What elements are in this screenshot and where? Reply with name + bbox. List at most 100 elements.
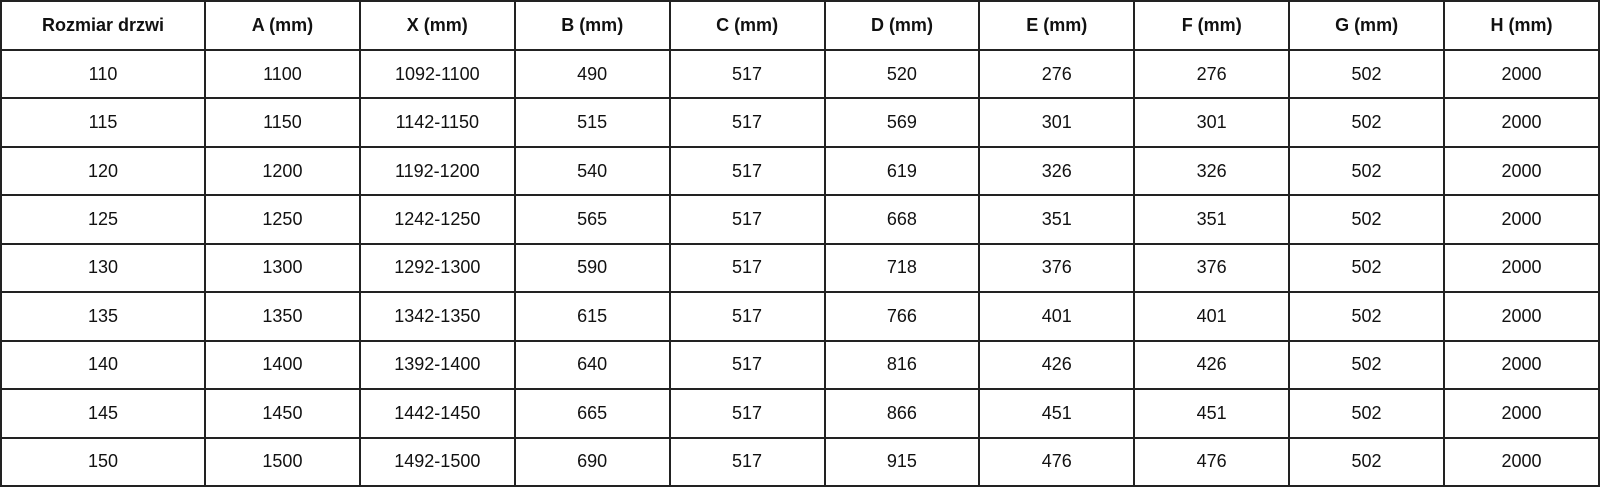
- table-cell: 520: [823, 48, 981, 100]
- table-cell: 276: [1133, 48, 1291, 100]
- table-cell: 2000: [1443, 97, 1600, 148]
- column-header: X (mm): [358, 0, 516, 51]
- column-header: Rozmiar drzwi: [0, 0, 206, 51]
- table-cell: 619: [823, 145, 981, 197]
- table-cell: 517: [668, 242, 826, 294]
- table-cell: 502: [1288, 388, 1445, 439]
- table-cell: 351: [1133, 194, 1291, 245]
- table-cell: 502: [1288, 194, 1445, 245]
- table-cell: 130: [0, 242, 206, 294]
- table-cell: 766: [823, 291, 981, 342]
- table-cell: 120: [0, 145, 206, 197]
- table-cell: 502: [1288, 145, 1445, 197]
- table-cell: 1192-1200: [358, 145, 516, 197]
- table-row: 140 1400 1392-1400 640 517 816 426 426 502 2000: [0, 339, 1600, 391]
- table-cell: 426: [978, 339, 1136, 391]
- table-cell: 1200: [204, 145, 361, 197]
- table-cell: 517: [668, 388, 826, 439]
- table-row: 125 1250 1242-1250 565 517 668 351 351 502 2000: [0, 194, 1600, 245]
- table-cell: 517: [668, 145, 826, 197]
- table-cell: 2000: [1443, 388, 1600, 439]
- column-header: C (mm): [668, 0, 826, 51]
- table-cell: 1392-1400: [358, 339, 516, 391]
- table-cell: 110: [0, 48, 206, 100]
- table-cell: 376: [1133, 242, 1291, 294]
- table-cell: 145: [0, 388, 206, 439]
- table-cell: 2000: [1443, 339, 1600, 391]
- table-cell: 1092-1100: [358, 48, 516, 100]
- table-cell: 451: [978, 388, 1136, 439]
- table-row: 150 1500 1492-1500 690 517 915 476 476 502 2000: [0, 436, 1600, 487]
- table-cell: 517: [668, 291, 826, 342]
- table-cell: 517: [668, 339, 826, 391]
- table-cell: 690: [513, 436, 671, 487]
- table-cell: 718: [823, 242, 981, 294]
- table-cell: 565: [513, 194, 671, 245]
- table-cell: 517: [668, 436, 826, 487]
- table-cell: 150: [0, 436, 206, 487]
- table-cell: 1492-1500: [358, 436, 516, 487]
- table-cell: 2000: [1443, 291, 1600, 342]
- table-cell: 401: [978, 291, 1136, 342]
- column-header: E (mm): [978, 0, 1136, 51]
- table-cell: 816: [823, 339, 981, 391]
- table-cell: 276: [978, 48, 1136, 100]
- table-cell: 502: [1288, 48, 1445, 100]
- table-cell: 1142-1150: [358, 97, 516, 148]
- table-cell: 326: [1133, 145, 1291, 197]
- table-cell: 1242-1250: [358, 194, 516, 245]
- table-cell: 1250: [204, 194, 361, 245]
- table-row: 120 1200 1192-1200 540 517 619 326 326 502 2000: [0, 145, 1600, 197]
- table-cell: 515: [513, 97, 671, 148]
- table-cell: 517: [668, 194, 826, 245]
- table-cell: 301: [1133, 97, 1291, 148]
- table-row: 145 1450 1442-1450 665 517 866 451 451 502 2000: [0, 388, 1600, 439]
- table-cell: 326: [978, 145, 1136, 197]
- table-cell: 1400: [204, 339, 361, 391]
- table-cell: 502: [1288, 291, 1445, 342]
- table-cell: 351: [978, 194, 1136, 245]
- table-cell: 401: [1133, 291, 1291, 342]
- table-cell: 115: [0, 97, 206, 148]
- table-cell: 426: [1133, 339, 1291, 391]
- table-cell: 2000: [1443, 436, 1600, 487]
- table-row: 130 1300 1292-1300 590 517 718 376 376 502 2000: [0, 242, 1600, 294]
- table-row: 115 1150 1142-1150 515 517 569 301 301 502 2000: [0, 97, 1600, 148]
- table-cell: 2000: [1443, 194, 1600, 245]
- table-cell: 1500: [204, 436, 361, 487]
- table-cell: 517: [668, 48, 826, 100]
- table-cell: 502: [1288, 242, 1445, 294]
- table-cell: 502: [1288, 97, 1445, 148]
- column-header: D (mm): [823, 0, 981, 51]
- table-cell: 1450: [204, 388, 361, 439]
- table-cell: 590: [513, 242, 671, 294]
- table-cell: 915: [823, 436, 981, 487]
- table-cell: 376: [978, 242, 1136, 294]
- column-header: G (mm): [1288, 0, 1445, 51]
- table-cell: 1442-1450: [358, 388, 516, 439]
- table-cell: 476: [978, 436, 1136, 487]
- table-cell: 665: [513, 388, 671, 439]
- table-cell: 517: [668, 97, 826, 148]
- table-cell: 476: [1133, 436, 1291, 487]
- table-cell: 502: [1288, 339, 1445, 391]
- column-header: H (mm): [1443, 0, 1600, 51]
- table-row: 110 1100 1092-1100 490 517 520 276 276 502 2000: [0, 48, 1600, 100]
- table-row: 135 1350 1342-1350 615 517 766 401 401 502 2000: [0, 291, 1600, 342]
- table-cell: 1300: [204, 242, 361, 294]
- table-cell: 451: [1133, 388, 1291, 439]
- table-cell: 125: [0, 194, 206, 245]
- column-header: B (mm): [513, 0, 671, 51]
- table-cell: 1150: [204, 97, 361, 148]
- column-header: A (mm): [204, 0, 361, 51]
- table-cell: 569: [823, 97, 981, 148]
- table-cell: 866: [823, 388, 981, 439]
- table-cell: 2000: [1443, 145, 1600, 197]
- table-cell: 1350: [204, 291, 361, 342]
- table-cell: 301: [978, 97, 1136, 148]
- table-cell: 490: [513, 48, 671, 100]
- table-cell: 502: [1288, 436, 1445, 487]
- table-cell: 135: [0, 291, 206, 342]
- table-cell: 1292-1300: [358, 242, 516, 294]
